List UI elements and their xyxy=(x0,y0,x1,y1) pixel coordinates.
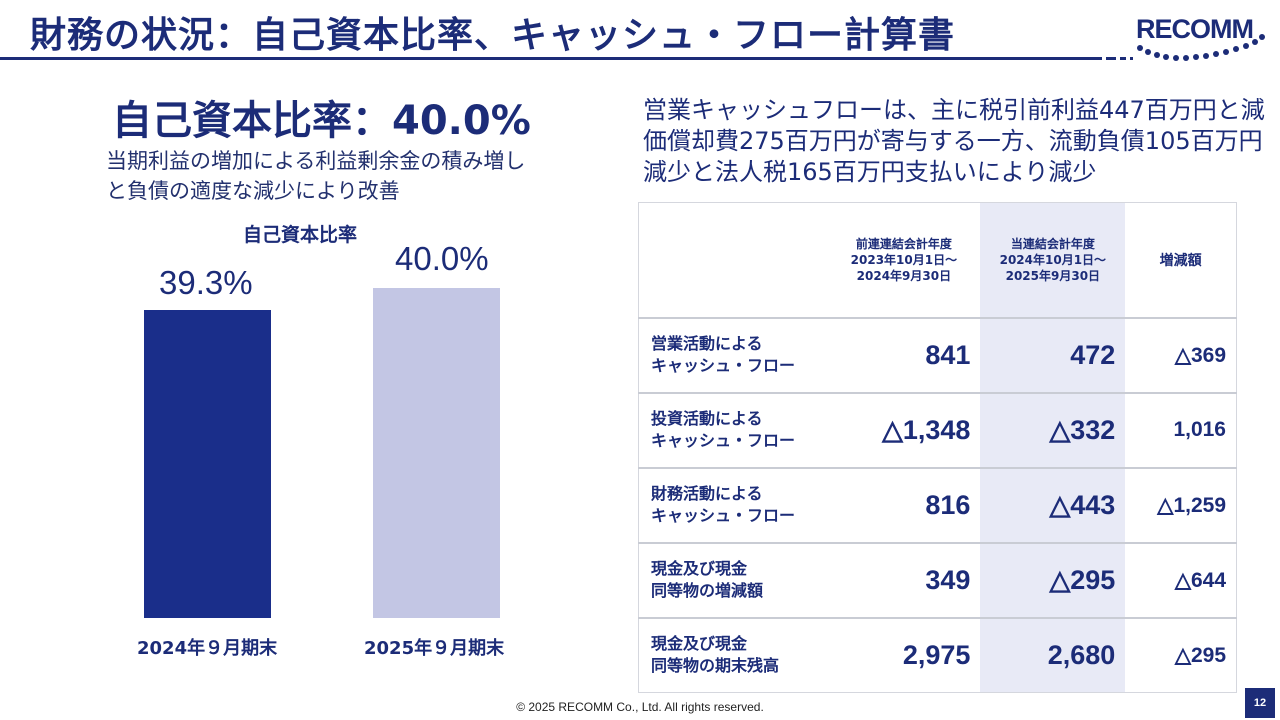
table-row: 現金及び現金 同等物の増減額 349 △295 △644 xyxy=(638,542,1238,619)
company-logo: RECOMM xyxy=(1130,10,1270,70)
header-curr-start: 2024年10月1日～ xyxy=(999,252,1107,267)
cell-diff: △644 xyxy=(1125,542,1238,619)
chart-title: 自己資本比率 xyxy=(243,224,358,246)
row-label-line: キャッシュ・フロー xyxy=(651,506,796,525)
row-label: 現金及び現金 同等物の期末残高 xyxy=(638,617,828,693)
row-label: 投資活動による キャッシュ・フロー xyxy=(638,392,828,469)
logo-text: RECOMM xyxy=(1136,14,1254,44)
table-row: 投資活動による キャッシュ・フロー △1,348 △332 1,016 xyxy=(638,392,1238,469)
cell-prev: 841 xyxy=(827,317,981,394)
header-cell-empty xyxy=(638,202,828,319)
cell-curr: △443 xyxy=(980,467,1126,544)
cell-curr: 472 xyxy=(980,317,1126,394)
page-title: 財務の状況：自己資本比率、キャッシュ・フロー計算書 xyxy=(30,15,956,56)
row-label: 営業活動による キャッシュ・フロー xyxy=(638,317,828,394)
copyright-footer: © 2025 RECOMM Co., Ltd. All rights reser… xyxy=(516,700,764,714)
row-label-line: 財務活動による xyxy=(651,484,763,503)
cell-prev: △1,348 xyxy=(827,392,981,469)
cell-curr: △332 xyxy=(980,392,1126,469)
cash-flow-summary: 営業キャッシュフローは、主に税引前利益447百万円と減価償却費275百万円が寄与… xyxy=(643,96,1265,186)
row-label-line: キャッシュ・フロー xyxy=(651,431,796,450)
title-underline xyxy=(0,57,1088,60)
cell-prev: 816 xyxy=(827,467,981,544)
equity-ratio-headline: 自己資本比率：40.0% xyxy=(112,98,531,144)
header-prev-end: 2024年9月30日 xyxy=(856,268,952,283)
bar-category-label: 2025年９月期末 xyxy=(364,638,505,659)
cell-diff: 1,016 xyxy=(1125,392,1238,469)
header-curr-end: 2025年9月30日 xyxy=(1005,268,1101,283)
bar-value-label: 39.3% xyxy=(159,264,253,301)
row-label-line: 現金及び現金 xyxy=(651,559,748,578)
row-label: 現金及び現金 同等物の増減額 xyxy=(638,542,828,619)
cell-diff: △369 xyxy=(1125,317,1238,394)
bar-category-label: 2024年９月期末 xyxy=(137,638,278,659)
row-label-line: 営業活動による xyxy=(651,334,763,353)
header-diff: 増減額 xyxy=(1125,202,1238,319)
header-curr-title: 当連結会計年度 xyxy=(1010,236,1095,251)
cell-diff: △295 xyxy=(1125,617,1238,693)
table-row: 財務活動による キャッシュ・フロー 816 △443 △1,259 xyxy=(638,467,1238,544)
row-label-line: 現金及び現金 xyxy=(651,634,748,654)
cell-prev: 2,975 xyxy=(827,617,981,693)
bar-2025 xyxy=(373,288,500,618)
table-row: 現金及び現金 同等物の期末残高 2,975 2,680 △295 xyxy=(638,617,1238,693)
cell-prev: 349 xyxy=(827,542,981,619)
cell-curr: △295 xyxy=(980,542,1126,619)
page-number: 12 xyxy=(1245,688,1275,718)
bar-2024 xyxy=(144,310,271,618)
table-header-row: 前連連結会計年度 2023年10月1日～ 2024年9月30日 当連結会計年度 … xyxy=(638,202,1238,319)
title-underline-dashes xyxy=(1088,57,1134,60)
header-prev-period: 前連連結会計年度 2023年10月1日～ 2024年9月30日 xyxy=(827,202,981,319)
equity-ratio-description: 当期利益の増加による利益剰余金の積み増しと負債の適度な減少により改善 xyxy=(106,149,526,203)
row-label-line: キャッシュ・フロー xyxy=(651,356,796,375)
row-label-line: 同等物の増減額 xyxy=(651,581,764,600)
cell-diff: △1,259 xyxy=(1125,467,1238,544)
header-curr-period: 当連結会計年度 2024年10月1日～ 2025年9月30日 xyxy=(980,202,1126,319)
bar-value-label: 40.0% xyxy=(395,240,489,277)
cell-curr: 2,680 xyxy=(980,617,1126,693)
logo-dots-icon xyxy=(1137,34,1265,61)
table-row: 営業活動による キャッシュ・フロー 841 472 △369 xyxy=(638,317,1238,394)
header-prev-start: 2023年10月1日～ xyxy=(850,252,958,267)
row-label: 財務活動による キャッシュ・フロー xyxy=(638,467,828,544)
cash-flow-table: 前連連結会計年度 2023年10月1日～ 2024年9月30日 当連結会計年度 … xyxy=(638,202,1238,693)
row-label-line: 投資活動による xyxy=(651,409,763,428)
row-label-line: 同等物の期末残高 xyxy=(651,656,780,676)
header-prev-title: 前連連結会計年度 xyxy=(855,236,952,251)
